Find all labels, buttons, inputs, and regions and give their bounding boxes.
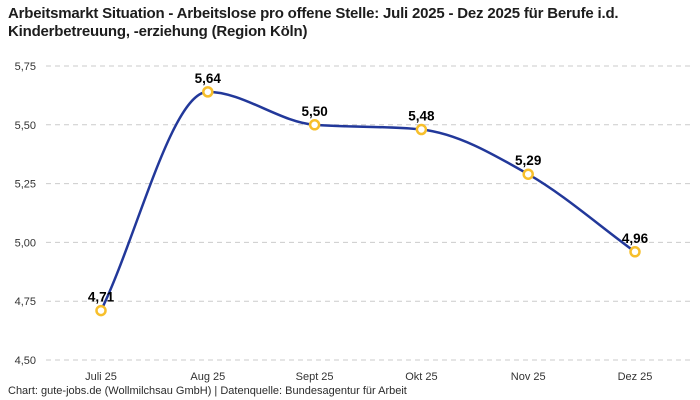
data-point-marker — [308, 119, 321, 131]
chart-title: Arbeitsmarkt Situation - Arbeitslose pro… — [8, 5, 619, 40]
y-tick-label: 5,25 — [15, 179, 36, 191]
chart-attribution: Chart: gute-jobs.de (Wollmilchsau GmbH) … — [8, 385, 407, 397]
data-point-marker — [522, 168, 534, 180]
data-point-label: 5,29 — [515, 153, 541, 168]
y-tick-label: 4,50 — [15, 355, 36, 367]
data-point-marker — [202, 86, 214, 98]
data-point-label: 5,64 — [195, 71, 222, 86]
data-point-label: 5,50 — [301, 104, 327, 119]
data-point-marker — [415, 123, 428, 136]
x-tick-label: Juli 25 — [85, 371, 117, 383]
y-tick-label: 4,75 — [15, 296, 36, 308]
x-tick-label: Dez 25 — [618, 371, 653, 383]
data-point-marker — [629, 246, 641, 258]
x-tick-label: Okt 25 — [405, 371, 437, 383]
x-tick-label: Nov 25 — [511, 371, 546, 383]
data-point-label: 4,96 — [622, 231, 649, 246]
data-point-label: 4,71 — [88, 290, 115, 305]
y-tick-label: 5,00 — [15, 237, 36, 249]
y-tick-label: 5,50 — [15, 120, 36, 132]
data-point-label: 5,48 — [408, 109, 435, 124]
y-tick-label: 5,75 — [15, 61, 36, 73]
x-tick-label: Sept 25 — [296, 371, 334, 383]
data-point-marker — [95, 304, 107, 317]
x-tick-label: Aug 25 — [190, 371, 225, 383]
series-line — [99, 90, 637, 312]
